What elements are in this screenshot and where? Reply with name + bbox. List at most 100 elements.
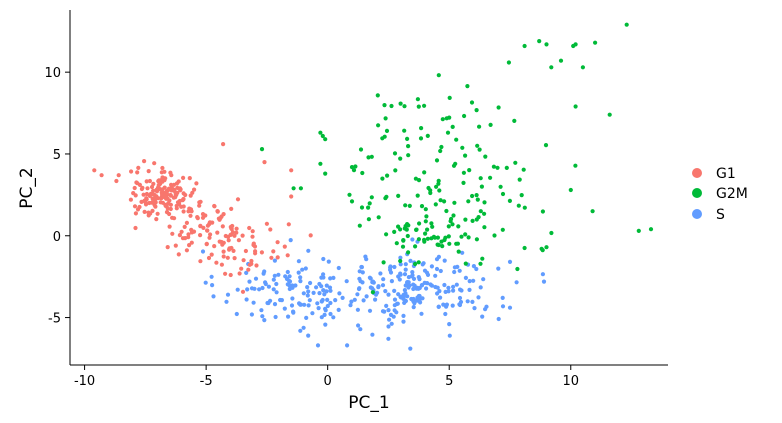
point-s (328, 288, 333, 293)
point-g1 (181, 209, 186, 214)
point-g2m (413, 244, 418, 249)
point-g1 (220, 224, 225, 229)
point-g1 (228, 272, 233, 278)
point-g2m (478, 261, 483, 266)
point-g2m (435, 242, 440, 247)
point-s (428, 282, 433, 287)
point-g1 (169, 188, 174, 193)
point-s (388, 270, 394, 275)
point-g2m (450, 222, 455, 227)
point-g1 (214, 260, 219, 265)
point-s (433, 284, 438, 290)
point-g2m (516, 203, 521, 208)
point-g2m (432, 235, 437, 240)
point-g1 (136, 165, 141, 170)
point-g1 (229, 206, 234, 211)
point-g1 (99, 173, 104, 178)
point-g2m (435, 235, 440, 240)
point-g2m (483, 154, 488, 159)
point-s (301, 291, 306, 296)
point-s (438, 295, 443, 300)
point-g1 (114, 178, 119, 184)
point-g1 (131, 191, 136, 196)
point-s (434, 257, 440, 262)
point-g2m (385, 173, 390, 178)
point-g2m (482, 200, 487, 205)
point-s (307, 298, 312, 303)
point-s (271, 277, 276, 282)
point-g2m (398, 258, 403, 264)
x-axis-ticks: -10 -5 0 5 10 (74, 365, 579, 389)
point-s (344, 279, 349, 284)
point-g2m (498, 184, 503, 189)
point-g1 (194, 181, 199, 186)
point-g2m (480, 256, 485, 261)
point-g1 (147, 178, 152, 184)
point-g1 (234, 230, 239, 235)
point-g2m (376, 215, 381, 220)
point-g2m (389, 103, 394, 109)
point-s (465, 299, 470, 304)
point-s (408, 346, 413, 351)
point-s (398, 262, 403, 267)
point-g1 (205, 228, 210, 233)
point-g2m (573, 104, 578, 109)
point-g2m (436, 178, 441, 183)
point-g2m (442, 237, 447, 243)
point-g2m (506, 60, 511, 65)
point-g1 (206, 255, 212, 261)
point-g1 (264, 221, 269, 226)
point-g1 (135, 170, 140, 175)
point-g1 (212, 244, 217, 249)
point-g1 (168, 206, 173, 212)
point-s (336, 265, 341, 271)
point-s (249, 312, 254, 317)
point-s (401, 319, 406, 324)
point-g2m (463, 153, 468, 158)
point-g1 (148, 191, 153, 196)
point-g2m (467, 168, 472, 173)
point-g2m (366, 217, 371, 222)
point-s (298, 275, 303, 280)
point-s (322, 312, 327, 317)
legend-key-s (692, 209, 702, 219)
legend-label-s: S (716, 207, 725, 223)
point-g2m (478, 209, 483, 214)
point-s (470, 299, 475, 304)
point-g1 (200, 215, 206, 220)
point-g2m (500, 191, 506, 197)
point-s (287, 274, 292, 279)
point-g2m (380, 136, 385, 141)
point-s (274, 281, 279, 287)
point-g2m (447, 95, 452, 100)
point-g1 (139, 186, 144, 192)
point-s (352, 297, 357, 302)
point-s (291, 310, 296, 315)
point-g2m (452, 200, 457, 205)
point-s (234, 311, 239, 317)
point-s (420, 296, 425, 301)
point-s (289, 303, 295, 308)
point-g1 (232, 256, 237, 261)
point-g2m (419, 126, 424, 131)
point-s (355, 307, 360, 312)
point-g2m (475, 143, 480, 148)
point-g1 (133, 211, 138, 216)
point-g1 (275, 255, 280, 260)
point-g2m (396, 193, 401, 198)
point-s (442, 282, 447, 288)
point-s (460, 250, 465, 255)
point-s (328, 311, 333, 317)
point-g1 (168, 192, 173, 198)
point-g1 (252, 244, 258, 249)
point-g2m (439, 144, 444, 150)
point-g1 (152, 161, 157, 166)
point-g1 (176, 252, 181, 257)
point-g1 (195, 216, 200, 221)
point-s (349, 299, 354, 304)
point-g1 (232, 233, 237, 238)
point-s (368, 285, 373, 290)
point-s (389, 321, 394, 326)
point-s (249, 286, 255, 291)
point-g1 (308, 233, 313, 238)
